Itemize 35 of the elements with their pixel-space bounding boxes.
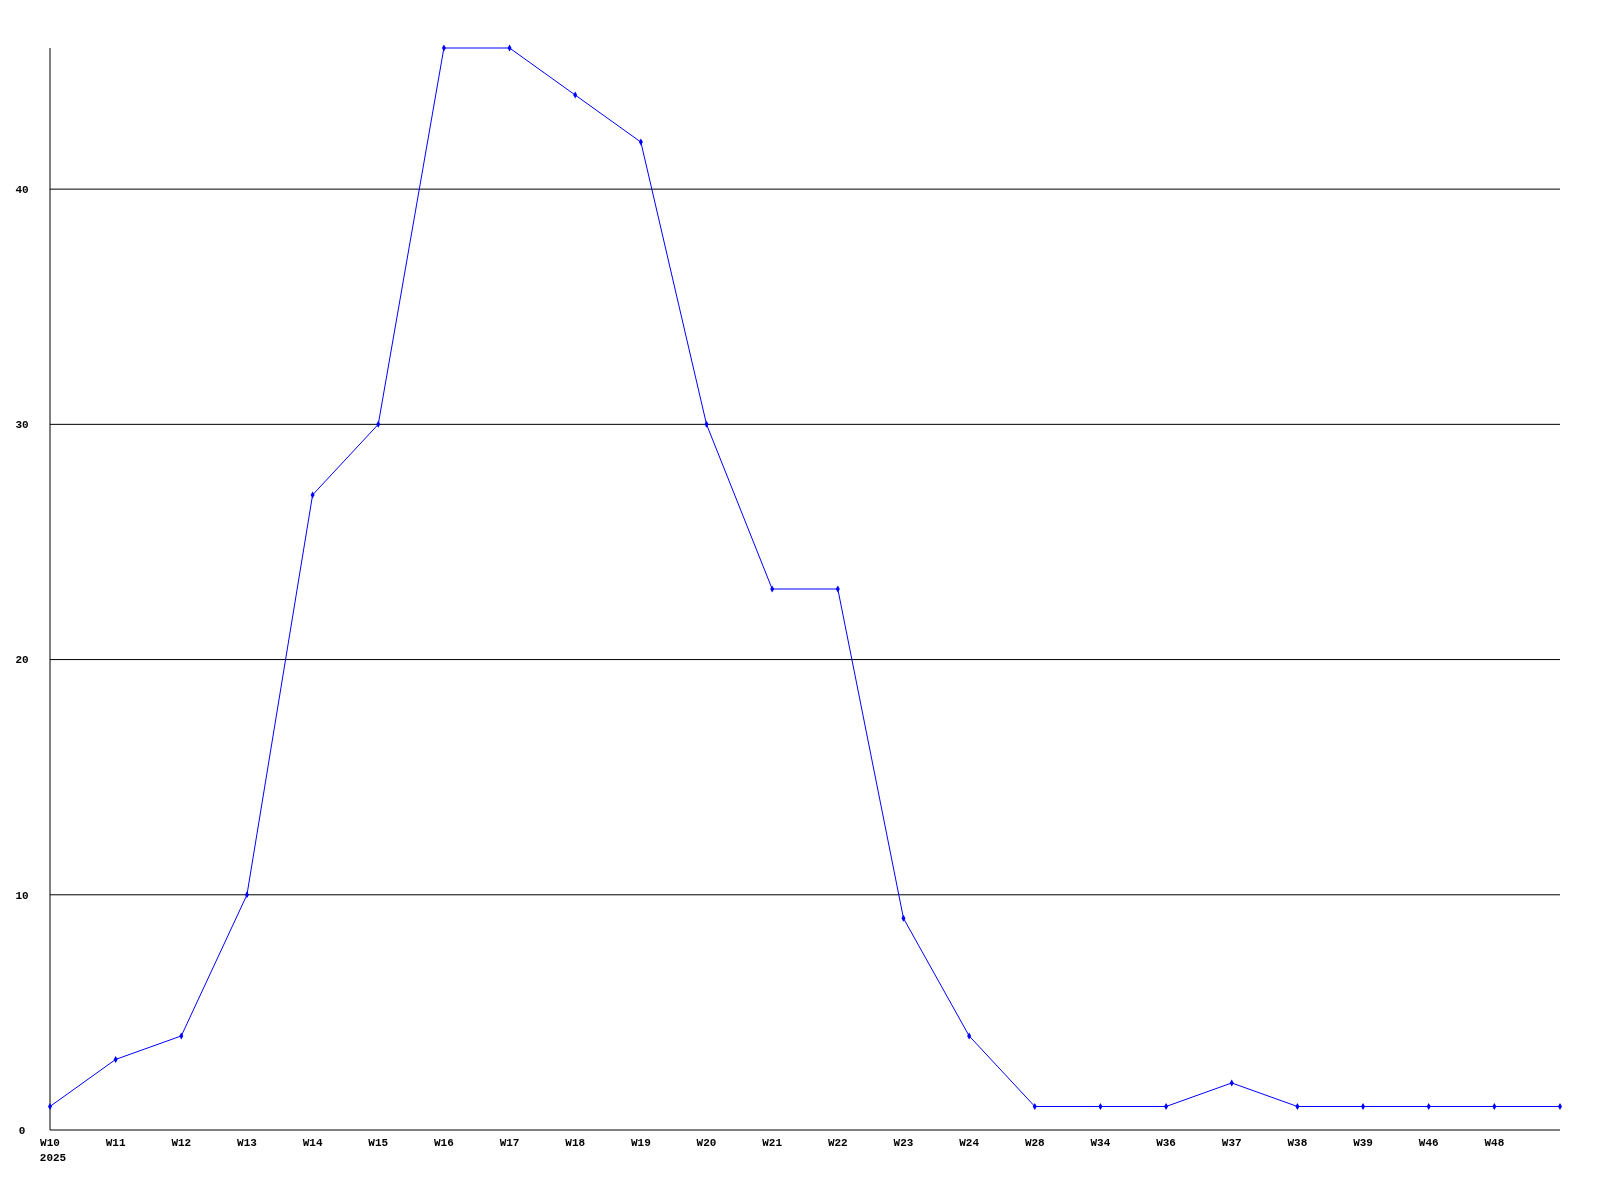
x-tick-label: W17 (499, 1137, 520, 1149)
x-tick-label: W12 (171, 1137, 192, 1149)
x-tick-label: W21 (762, 1137, 783, 1149)
x-tick-label: W16 (434, 1137, 454, 1149)
x-tick-label: W18 (565, 1137, 586, 1149)
x-tick-label: W14 (302, 1137, 323, 1149)
x-tick-label: W37 (1221, 1137, 1242, 1149)
text: 2025 (39, 1152, 67, 1164)
point (1164, 1103, 1169, 1110)
x-tick-label: W24 (959, 1137, 980, 1149)
y-tick-label: 20 (15, 654, 29, 667)
y-tick-label: 0 (18, 1124, 26, 1137)
x-tick-label: W28 (1024, 1137, 1046, 1149)
x-tick-label: W22 (827, 1137, 848, 1149)
point (1492, 1103, 1497, 1110)
x-tick-label: W39 (1353, 1137, 1373, 1149)
x-tick-label: W38 (1287, 1137, 1308, 1149)
x-tick-label: W34 (1090, 1137, 1111, 1149)
y-tick-label: 40 (15, 183, 29, 196)
point (1032, 1103, 1037, 1110)
x-tick-label: W46 (1418, 1137, 1439, 1149)
x-tick-label: W48 (1484, 1137, 1505, 1149)
x-tick-label: W23 (893, 1137, 914, 1149)
y-tick-label: 10 (15, 889, 29, 902)
y-tick-label: 30 (15, 419, 29, 432)
x-tick-label: W19 (630, 1137, 651, 1149)
x-tick-label: W20 (696, 1137, 717, 1149)
point (1098, 1103, 1103, 1110)
x-tick-label: W11 (105, 1137, 126, 1149)
point (1426, 1103, 1431, 1110)
x-tick-label: W13 (237, 1137, 258, 1149)
x-tick-label: W15 (368, 1137, 389, 1149)
point (1295, 1103, 1300, 1110)
x-tick-label: W10 (40, 1137, 60, 1149)
x-tick-label: W36 (1156, 1137, 1176, 1149)
